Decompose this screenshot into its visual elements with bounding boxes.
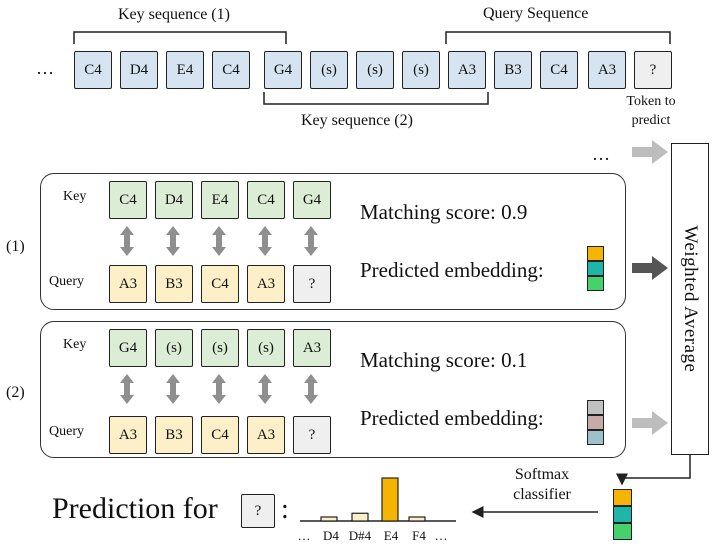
panel1-query-token: A3 (109, 265, 147, 303)
top-token: C4 (212, 51, 250, 89)
panel1-query-token: C4 (201, 265, 239, 303)
panel2-key-token: G4 (109, 329, 147, 367)
panel1-match-arrow (166, 226, 180, 256)
top-token: (s) (356, 51, 394, 89)
panel1-match-arrow (258, 226, 272, 256)
prediction-colon: : (281, 494, 289, 525)
panel1-query-token: A3 (247, 265, 285, 303)
panel1-key-token: G4 (293, 181, 331, 219)
ellipsis-right: … (592, 144, 610, 164)
panel1-key-token: C4 (109, 181, 147, 219)
panel2-embedding-cell (587, 400, 604, 415)
token-to-predict-label: Token to predict (626, 94, 676, 128)
panel2-query-token: B3 (155, 416, 193, 454)
prediction-bar (320, 516, 338, 522)
key-seq-2-bracket (263, 92, 489, 105)
bar-category-label: F4 (412, 528, 426, 543)
panel1-embedding-cell (587, 246, 604, 261)
top-token: (s) (310, 51, 348, 89)
top-token: A3 (588, 51, 626, 89)
prediction-prefix: Prediction for (52, 492, 218, 525)
output-embedding-cell (613, 523, 632, 540)
panel1-key-token: E4 (201, 181, 239, 219)
panel1-embedding-cell (587, 276, 604, 291)
top-token: ? (634, 51, 672, 89)
panel2: Key Query Matching score: 0.1 Predicted … (40, 321, 626, 458)
wa-output-arrow (616, 455, 691, 486)
bar-category-label: … (434, 528, 448, 543)
panel1-query-label: Query (49, 274, 84, 289)
output-embedding-cell (613, 506, 632, 523)
panel1-key-label: Key (63, 189, 87, 204)
weighted-average-label: Weighted Average (680, 225, 701, 373)
top-token: C4 (74, 51, 112, 89)
panel1-matching-score: Matching score: 0.9 (360, 200, 528, 224)
key-seq-2-label: Key sequence (2) (301, 112, 413, 129)
panel1-embedding-cell (587, 261, 604, 276)
panel2-query-token: C4 (201, 416, 239, 454)
panel1-key-token: C4 (247, 181, 285, 219)
panel1-query-token: ? (293, 265, 331, 303)
top-token: G4 (264, 51, 302, 89)
panel2-match-arrow (166, 374, 180, 404)
panel1-predicted-embedding: Predicted embedding: (360, 258, 544, 282)
ellipsis-left: … (36, 58, 54, 78)
top-token: C4 (540, 51, 578, 89)
top-token: A3 (448, 51, 486, 89)
query-seq-bracket (445, 31, 671, 44)
top-token: D4 (120, 51, 158, 89)
bar-category-label: … (297, 528, 311, 543)
dark-arrow-panel1 (632, 256, 668, 280)
bar-category-label: D#4 (348, 528, 372, 543)
top-token: (s) (402, 51, 440, 89)
grey-arrow-panel2 (632, 411, 668, 435)
panel2-query-token: A3 (247, 416, 285, 454)
prediction-bar (408, 516, 426, 522)
prediction-bar (381, 477, 399, 522)
query-seq-label: Query Sequence (483, 5, 589, 22)
panel1-row-id: (1) (6, 238, 25, 255)
panel2-query-token: A3 (109, 416, 147, 454)
panel1: Key Query Matching score: 0.9 Predicted … (40, 173, 626, 310)
prediction-bar (351, 512, 369, 522)
panel1-query-token: B3 (155, 265, 193, 303)
panel2-predicted-embedding: Predicted embedding: (360, 406, 544, 430)
panel2-match-arrow (212, 374, 226, 404)
output-embedding-cell (613, 489, 632, 506)
key-seq-1-bracket (73, 31, 287, 44)
panel2-match-arrow (304, 374, 318, 404)
top-token: B3 (494, 51, 532, 89)
softmax-label: Softmax classifier (513, 466, 571, 503)
panel1-match-arrow (304, 226, 318, 256)
prediction-token: ? (241, 494, 275, 528)
grey-arrow-top (632, 140, 668, 164)
panel2-match-arrow (120, 374, 134, 404)
top-token: E4 (166, 51, 204, 89)
panel2-embedding-cell (587, 430, 604, 445)
panel2-key-token: (s) (201, 329, 239, 367)
panel2-row-id: (2) (6, 384, 25, 401)
key-seq-1-label: Key sequence (1) (118, 6, 230, 23)
weighted-average-box (671, 143, 709, 455)
panel2-key-label: Key (63, 337, 87, 352)
panel2-key-token: A3 (293, 329, 331, 367)
panel2-key-token: (s) (155, 329, 193, 367)
panel2-match-arrow (258, 374, 272, 404)
panel1-match-arrow (212, 226, 226, 256)
bar-category-label: D4 (323, 528, 339, 543)
panel2-key-token: (s) (247, 329, 285, 367)
panel1-key-token: D4 (155, 181, 193, 219)
bar-category-label: E4 (383, 528, 399, 543)
panel2-embedding-cell (587, 415, 604, 430)
panel1-match-arrow (120, 226, 134, 256)
panel2-query-label: Query (49, 424, 84, 439)
panel2-matching-score: Matching score: 0.1 (360, 348, 528, 372)
panel2-query-token: ? (293, 416, 331, 454)
